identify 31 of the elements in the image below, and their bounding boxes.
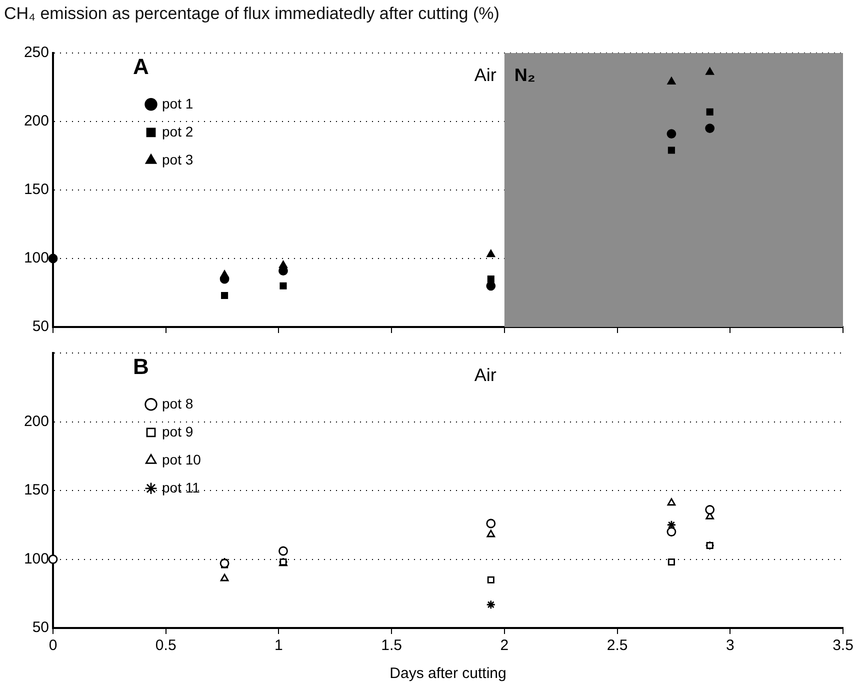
annotation: Air	[474, 64, 496, 85]
y-tick-label: 50	[32, 318, 49, 336]
legend-title: B	[133, 354, 149, 380]
x-tick-label: 1	[274, 637, 283, 654]
annotation: Air	[474, 364, 496, 385]
x-tick-label: 3.5	[832, 637, 854, 654]
y-tick-label: 250	[24, 44, 49, 62]
y-tick-label: 200	[24, 112, 49, 130]
legend-label: pot 1	[162, 95, 194, 112]
y-tick-label: 150	[24, 482, 49, 499]
legend-label: pot 10	[162, 451, 202, 468]
legend-title: A	[133, 54, 149, 80]
y-tick-label: 200	[24, 412, 49, 430]
y-tick-label: 100	[24, 550, 49, 568]
x-tick-label: 3	[726, 637, 734, 654]
band-label: N₂	[514, 64, 536, 85]
y-tick-label: 100	[24, 250, 49, 267]
y-tick-label: 150	[24, 181, 49, 198]
x-tick-label: 0	[48, 637, 58, 654]
legend-label: pot 2	[162, 123, 194, 140]
x-tick-label: 2	[500, 637, 509, 654]
legend-label: pot 9	[162, 423, 194, 440]
x-axis-title: Days after cutting	[390, 665, 506, 682]
x-tick-label: 0.5	[155, 637, 176, 654]
y-axis-title: CH₄ emission as percentage of flux immediatedly after cutting (%)	[4, 4, 500, 24]
legend-label: pot 11	[162, 479, 200, 496]
x-tick-label: 2.5	[606, 637, 628, 654]
legend-label: pot 3	[162, 151, 194, 168]
x-tick-label: 1.5	[381, 637, 402, 654]
y-tick-label: 50	[32, 619, 49, 636]
legend-label: pot 8	[162, 395, 194, 412]
